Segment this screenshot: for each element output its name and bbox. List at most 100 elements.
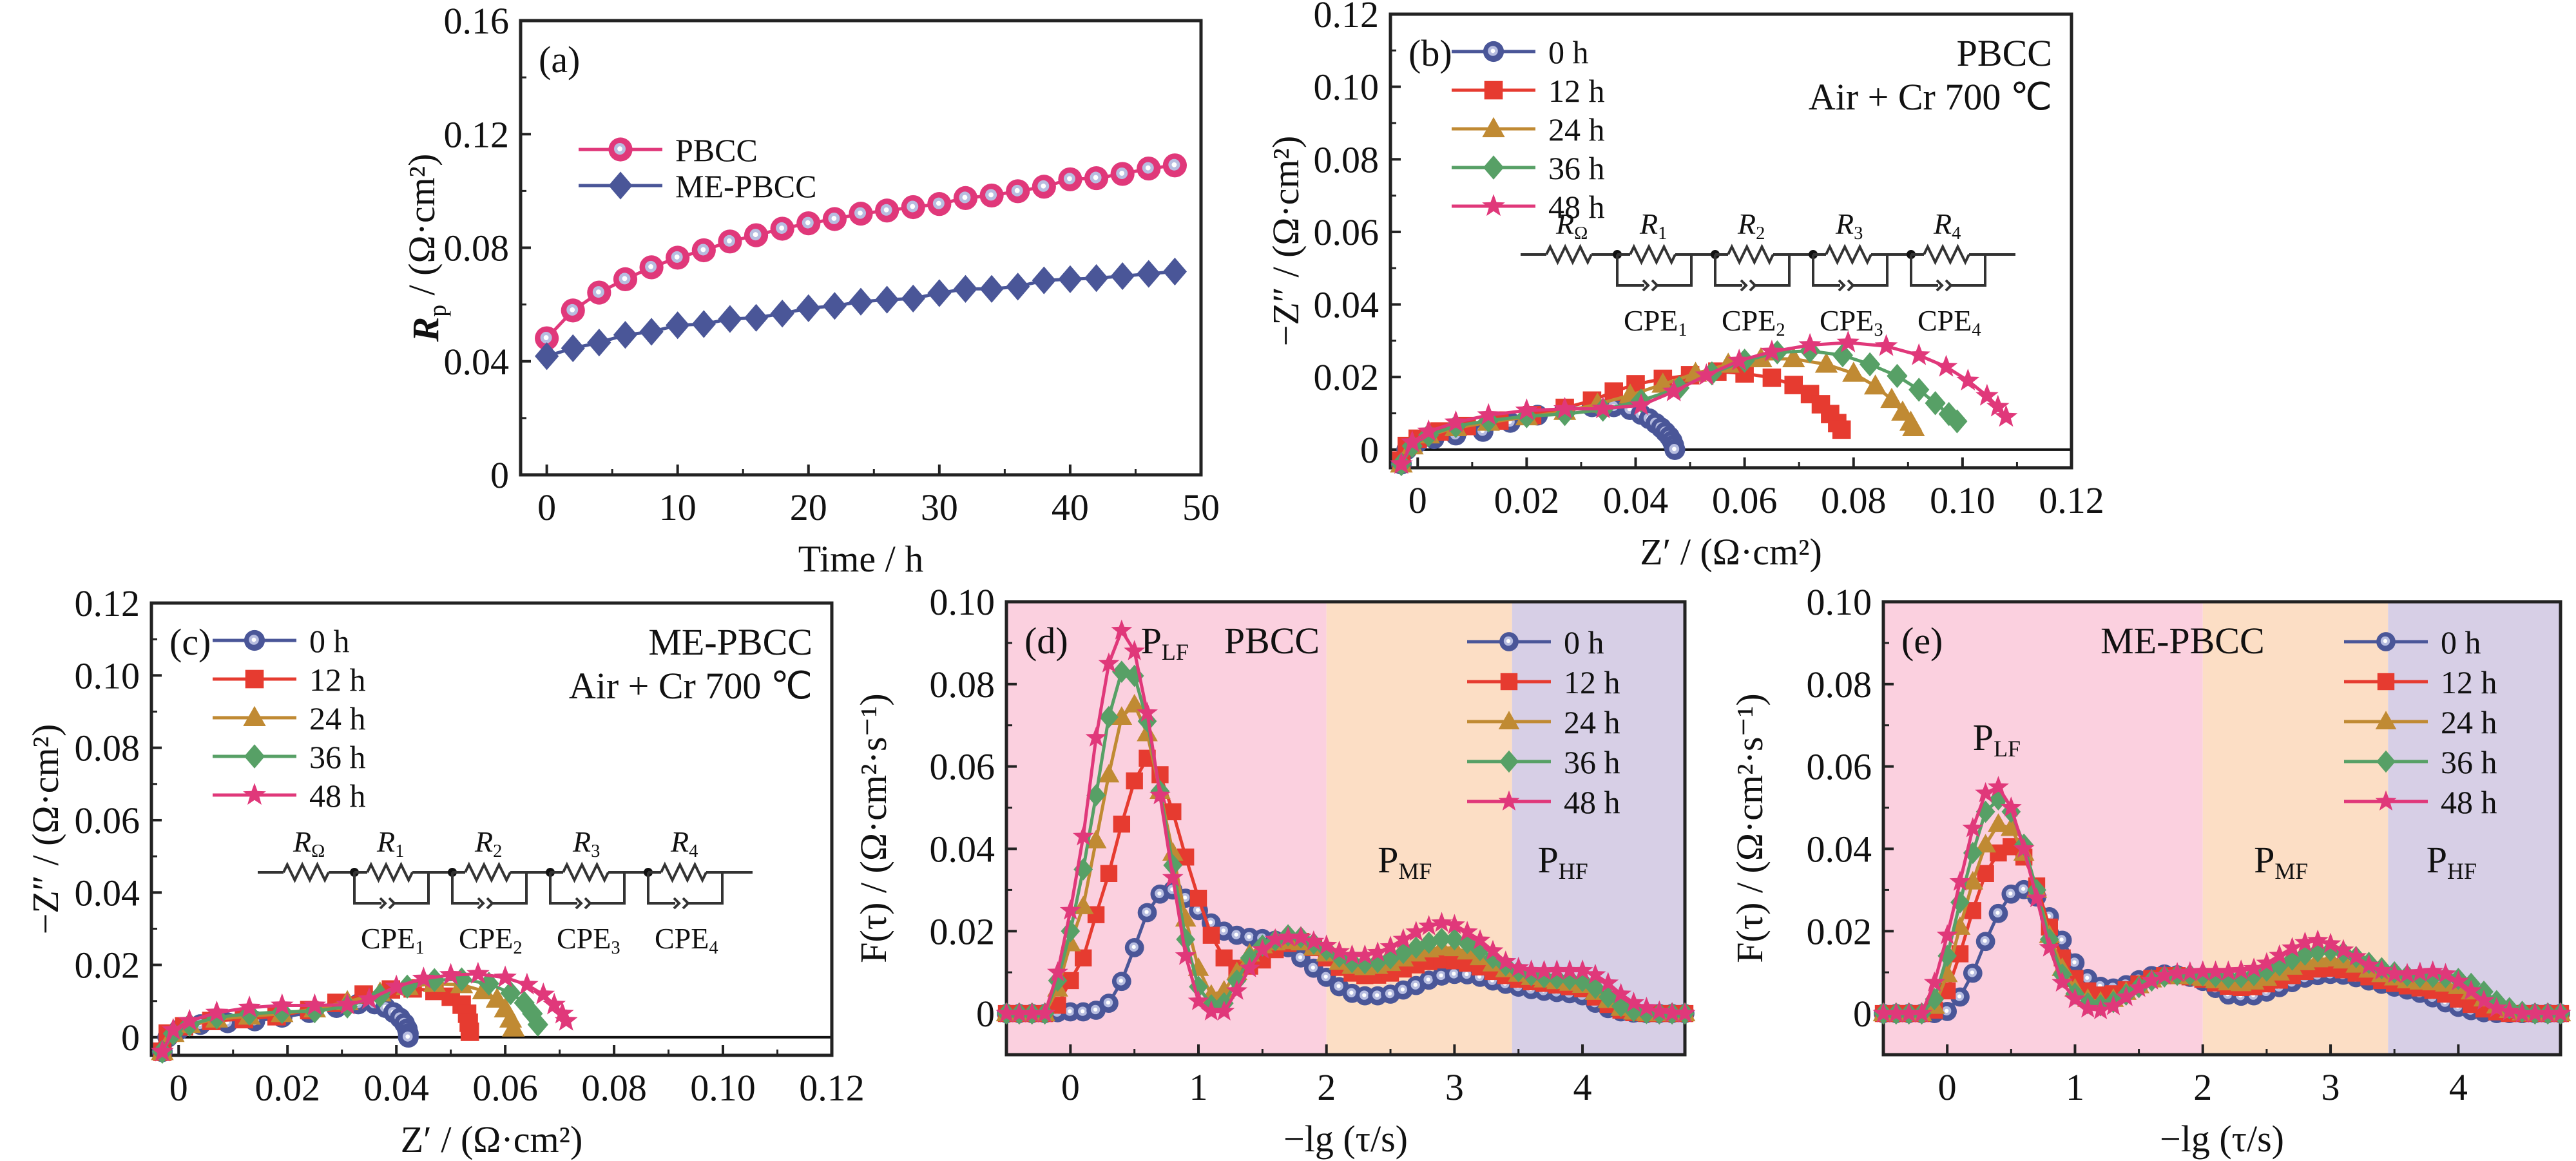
data-point — [1162, 842, 1184, 861]
axes-frame — [519, 19, 1203, 477]
marker-highlight-core — [1067, 176, 1072, 182]
marker-highlight-core — [1093, 175, 1099, 180]
marker-highlight-core — [1014, 187, 1020, 193]
x-axis-title: −lg (τ/s) — [2160, 1118, 2284, 1160]
legend-label: ME-PBCC — [675, 168, 817, 204]
data-point — [1379, 936, 1401, 956]
marker-highlight-core — [1208, 920, 1213, 925]
data-point — [1597, 972, 1619, 992]
cpe-icon — [1642, 279, 1659, 292]
data-point — [2128, 977, 2149, 997]
x-tick-label: 0.12 — [2039, 479, 2104, 521]
data-point — [1098, 763, 1120, 783]
x-tick-label: 0.10 — [1930, 479, 1995, 521]
cpe-label: CPE4 — [655, 922, 718, 958]
data-point — [1085, 726, 1107, 747]
marker-highlight-core — [1945, 1008, 1949, 1013]
x-tick-label: 30 — [921, 486, 958, 528]
data-point — [1695, 363, 1718, 385]
marker-highlight-core — [753, 232, 758, 238]
data-point — [2243, 957, 2265, 978]
legend-marker-diamond-icon — [608, 171, 633, 200]
legend-item: 48 h — [1467, 784, 1620, 820]
marker-highlight-core — [1119, 979, 1123, 983]
data-point — [1099, 705, 1119, 729]
x-tick-label: 0 — [1408, 479, 1427, 521]
data-point — [1137, 156, 1161, 181]
resistor-icon — [660, 861, 707, 883]
legend-label: 36 h — [1548, 150, 1605, 186]
marker-highlight-core — [805, 220, 811, 225]
resistor-icon — [1727, 244, 1774, 265]
data-point — [1988, 813, 2009, 832]
data-point — [1975, 782, 1997, 803]
series-pbcc — [535, 153, 1187, 350]
series-48-h — [995, 619, 1696, 1023]
data-point — [2370, 959, 2392, 980]
legend-item: PBCC — [579, 132, 758, 168]
data-point — [2396, 963, 2418, 983]
legend-label: 24 h — [1548, 111, 1605, 148]
resistor-icon — [366, 861, 414, 883]
marker-highlight-core — [779, 225, 785, 231]
data-point — [2192, 960, 2214, 981]
data-point — [1086, 784, 1106, 807]
data-point — [1137, 260, 1161, 288]
data-point — [587, 280, 611, 305]
x-tick-label: 0.06 — [472, 1067, 538, 1109]
cpe-label: CPE1 — [361, 922, 425, 958]
data-point — [1100, 865, 1118, 882]
data-point — [1629, 393, 1653, 416]
data-point — [1977, 865, 1994, 882]
legend-marker-diamond-icon — [2376, 750, 2396, 773]
data-point — [849, 287, 873, 316]
x-axis-title: Z′ / (Ω·cm²) — [1640, 531, 1822, 573]
sample-label: ME-PBCC — [2100, 620, 2265, 662]
data-point — [1469, 929, 1491, 950]
x-tick-label: 1 — [2066, 1066, 2084, 1108]
x-tick-label: 10 — [659, 486, 697, 528]
series-12-h — [1392, 362, 1851, 470]
data-point — [1934, 354, 1958, 377]
data-point — [666, 311, 690, 340]
data-point — [1124, 693, 1145, 713]
data-point — [178, 1008, 201, 1031]
data-point — [2013, 838, 2035, 858]
data-point — [1860, 352, 1881, 377]
y-tick-label: 0 — [490, 454, 509, 496]
marker-highlight-core — [622, 276, 628, 282]
data-point — [1623, 992, 1644, 1012]
marker-highlight-core — [1375, 993, 1379, 997]
x-tick-label: 0.08 — [1821, 479, 1887, 521]
data-point — [2422, 960, 2444, 981]
data-point — [1482, 939, 1504, 960]
axes-frame — [1389, 12, 2073, 470]
data-point — [1814, 352, 1838, 373]
wire — [353, 872, 381, 905]
legend-marker-diamond-icon — [1499, 750, 1519, 773]
data-point — [2383, 963, 2405, 983]
data-point — [1085, 829, 1107, 849]
data-point — [1137, 903, 1157, 923]
data-point — [303, 993, 327, 1015]
data-point — [1727, 349, 1751, 370]
wire — [1657, 254, 1693, 287]
resistor-label: R1 — [1639, 207, 1667, 244]
data-point — [1842, 361, 1865, 382]
data-point — [1648, 1000, 1670, 1021]
y-tick-label: 0.10 — [75, 655, 140, 696]
marker-highlight-core — [858, 210, 863, 216]
panel-label: (b) — [1408, 32, 1452, 74]
resistor-label: R2 — [474, 825, 502, 861]
data-point — [718, 229, 742, 254]
legend-label: 48 h — [309, 778, 366, 814]
y-tick-label: 0.12 — [444, 113, 510, 155]
y-tick-label: 0.06 — [1314, 211, 1379, 253]
x-tick-label: 2 — [2193, 1066, 2212, 1108]
y-tick-label: 0.08 — [75, 727, 140, 769]
data-point — [1200, 1000, 1222, 1021]
data-point — [1124, 640, 1146, 660]
x-tick-label: 50 — [1182, 486, 1220, 528]
data-point — [1962, 870, 1984, 890]
legend-item: 12 h — [1452, 73, 1605, 109]
